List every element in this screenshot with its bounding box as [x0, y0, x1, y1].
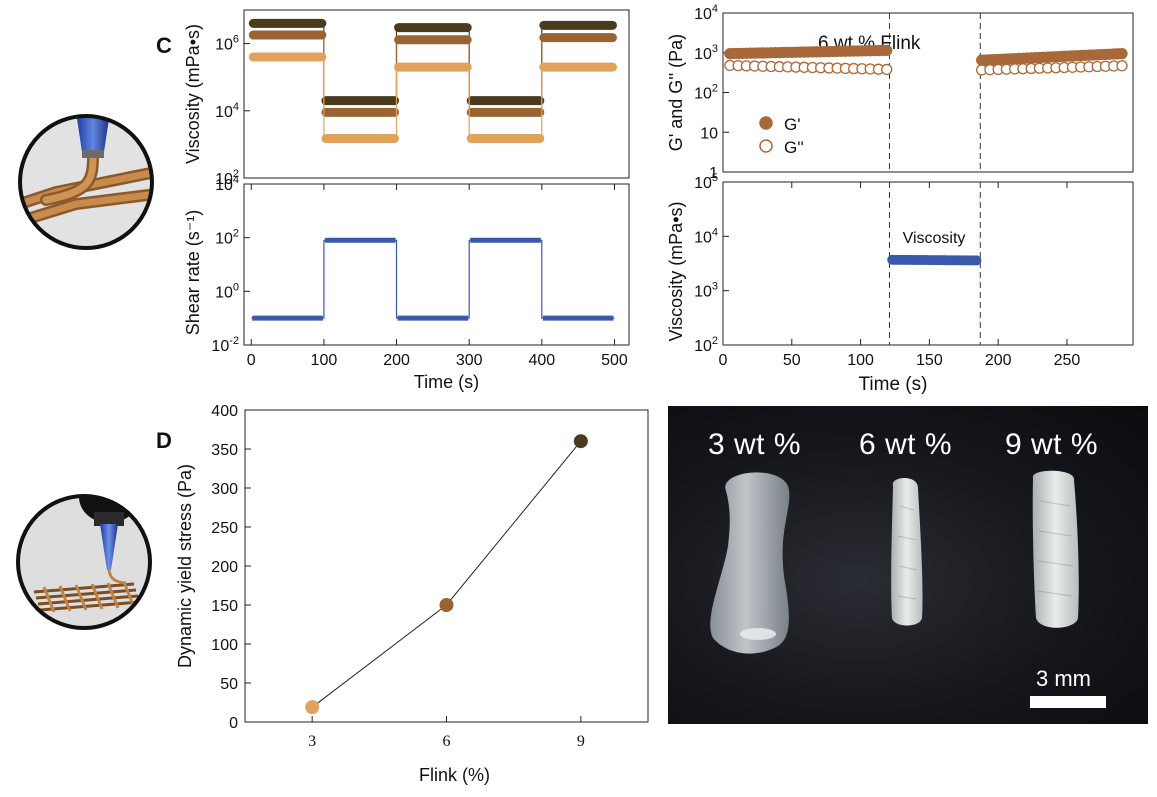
d-ytick-label-1: 50 — [220, 676, 238, 693]
panel-label-d: D — [156, 428, 172, 453]
c2-xtick-label-1: 100 — [311, 352, 338, 369]
d-ytick-label-2: 100 — [211, 637, 238, 654]
c2-xlabel: Time (s) — [414, 372, 479, 392]
c3-ytick-label-0: 1 — [709, 165, 718, 182]
c3-legend-label-1: G'' — [784, 138, 804, 157]
c2-xtick-label-5: 500 — [601, 352, 628, 369]
c4-ytick-label-2: 104 — [694, 226, 718, 246]
c2-xtick-label-2: 200 — [383, 352, 410, 369]
c4-xtick-label-5: 250 — [1054, 352, 1081, 369]
d-ytick-label-5: 250 — [211, 520, 238, 537]
d-ytick-label-0: 0 — [229, 715, 238, 732]
c2-ytick-label-0: 10-2 — [211, 335, 239, 355]
c2-ytick-label-3: 104 — [215, 174, 239, 194]
c1-ytick-label-2: 106 — [215, 34, 239, 54]
d-point-0 — [305, 700, 320, 715]
d-point-1 — [439, 598, 454, 612]
c3-ytick-label-4: 104 — [694, 3, 718, 23]
c3-legend-marker-1 — [759, 139, 773, 153]
c2-ytick-label-2: 102 — [215, 228, 239, 248]
c1-ylabel: Viscosity (mPa•s) — [183, 24, 203, 164]
c3-legend-marker-0 — [759, 116, 773, 130]
c1-series-line-1 — [251, 34, 615, 113]
c3-point-1-0 — [881, 63, 893, 76]
c4-annotation: Viscosity — [903, 230, 966, 247]
d-ytick-label-7: 350 — [211, 442, 238, 459]
c1-ytick-label-1: 104 — [215, 101, 239, 121]
c2-xtick-label-4: 400 — [528, 352, 555, 369]
d-ytick-label-4: 200 — [211, 559, 238, 576]
c1-ytick-label-0: 102 — [215, 168, 239, 188]
photo-label-9wt: 9 wt % — [1005, 428, 1099, 461]
c2-ytick-label-1: 100 — [215, 281, 239, 301]
d-frame — [244, 409, 649, 723]
c4-xlabel: Time (s) — [859, 374, 928, 395]
c4-ytick-label-3: 105 — [694, 172, 718, 192]
c3-ytick-label-2: 102 — [694, 83, 718, 103]
c3-ytick-label-3: 103 — [694, 43, 718, 63]
c4-xtick-label-2: 100 — [847, 352, 874, 369]
c4-xtick-label-0: 0 — [719, 352, 728, 369]
d-ytick-label-3: 150 — [211, 598, 238, 615]
c3-point-0-1 — [1116, 47, 1128, 60]
c4-ytick-label-1: 103 — [694, 281, 718, 301]
c4-xtick-label-4: 200 — [985, 352, 1012, 369]
c3-legend-label-0: G' — [784, 115, 800, 134]
c3-point-0-0 — [881, 44, 893, 57]
scale-bar — [1030, 696, 1106, 708]
printed-filaments-photo: 3 wt % 6 wt % 9 wt % 3 mm — [668, 406, 1148, 724]
c4-ylabel: Viscosity (mPa•s) — [666, 202, 686, 342]
d-ylabel: Dynamic yield stress (Pa) — [175, 464, 195, 668]
d-xtick-label-1: 6 — [443, 733, 451, 750]
d-xtick-label-0: 3 — [308, 733, 316, 750]
photo-label-6wt: 6 wt % — [859, 428, 953, 461]
c3-point-1-1 — [1116, 60, 1128, 72]
d-xtick-label-2: 9 — [577, 733, 585, 750]
nozzle-extrusion-icon — [18, 114, 154, 250]
lattice-printing-icon — [16, 494, 152, 630]
c4-ytick-label-0: 102 — [694, 335, 718, 355]
d-xlabel: Flink (%) — [419, 765, 490, 785]
c2-xtick-label-3: 300 — [456, 352, 483, 369]
d-point-2 — [573, 434, 588, 449]
c2-xtick-label-0: 0 — [247, 352, 256, 369]
d-ytick-label-6: 300 — [211, 481, 238, 498]
c3-ylabel: G' and G'' (Pa) — [666, 34, 686, 151]
c4-frame — [722, 181, 1134, 346]
scale-bar-label: 3 mm — [1036, 666, 1091, 691]
c2-series-line — [251, 239, 615, 319]
c3-ytick-label-1: 10 — [700, 125, 718, 142]
c1-frame — [243, 9, 630, 179]
c2-ylabel: Shear rate (s⁻¹) — [183, 210, 203, 336]
c4-xtick-label-3: 150 — [916, 352, 943, 369]
filament-shapes-icon — [710, 470, 1079, 654]
c2-frame — [243, 183, 630, 346]
c4-point-0-0 — [971, 255, 982, 266]
photo-label-3wt: 3 wt % — [708, 428, 802, 461]
c4-xtick-label-1: 50 — [783, 352, 801, 369]
panel-label-c: C — [156, 33, 172, 58]
d-series-line — [311, 440, 582, 708]
d-ytick-label-8: 400 — [211, 403, 238, 420]
